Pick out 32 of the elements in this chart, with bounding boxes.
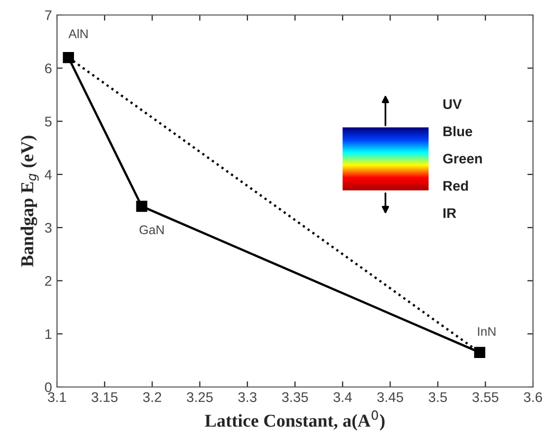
x-tick-label: 3.4 [333,392,352,402]
annotation: InN [478,327,496,336]
y-tick-label: 6 [45,63,52,74]
y-tick-label: 5 [44,116,52,126]
annotation: UV [443,99,462,110]
y-tick-label: 1 [45,329,52,339]
x-tick-label: 3.5 [428,392,447,402]
x-tick-label: 3.3 [238,392,256,402]
annotation: IR [443,208,456,218]
x-tick-label: 3.55 [472,392,498,402]
annotation: Green [443,154,482,164]
x-tick-label: 3.35 [282,392,308,402]
point [136,200,148,212]
y-tick-label: 2 [45,276,52,286]
y-tick-label: 0 [44,382,52,392]
annotation: GaN [140,225,164,234]
x-tick-label: 3.6 [524,392,542,402]
point [474,346,486,358]
y-tick-label: 7 [45,10,52,20]
y-axis-title: Bandgap E$_{g}$ (eV) [20,136,39,267]
y-tick-label: 3 [44,222,52,233]
annotation: Red [443,180,468,191]
y-tick-label: 4 [44,170,52,180]
x-tick-label: 3.15 [92,392,118,402]
point [62,52,74,64]
x-tick-label: 3.2 [143,392,162,402]
x-tick-label: 3.1 [48,392,66,402]
x-tick-label: 3.45 [377,392,404,402]
annotation: Blue [443,126,472,136]
x-tick-label: 3.25 [186,392,213,402]
annotation: AlN [68,29,88,38]
x-axis-title: Lattice Constant, a(A$^{0}$) [204,410,385,430]
